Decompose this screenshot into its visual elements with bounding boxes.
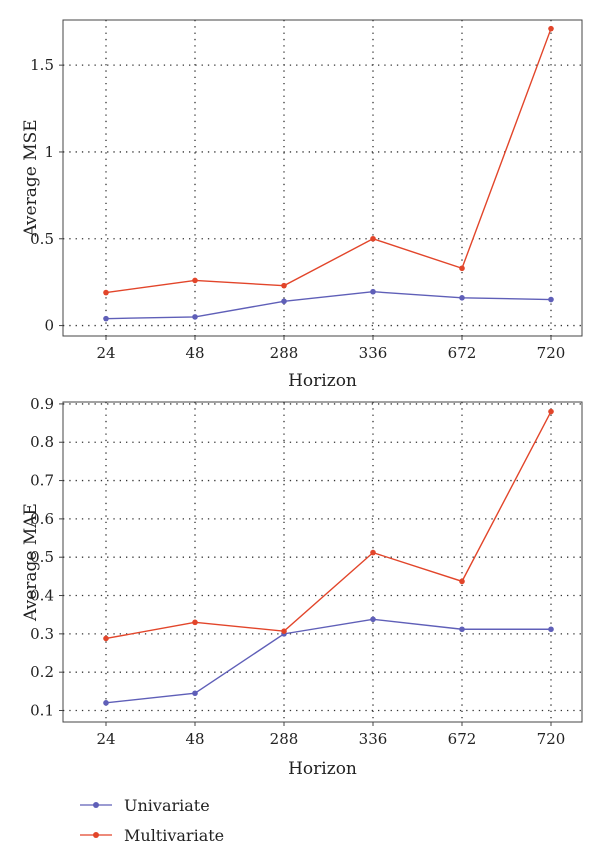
mae-point-multivariate <box>459 578 465 585</box>
mae-x-tick-label: 672 <box>448 730 477 748</box>
mae-chart: 0.1 0.2 0.3 0.4 0.5 0.6 0.7 0.8 0.9 24 48 288 336 672… <box>21 395 583 779</box>
mse-y-axis-title: Average MSE <box>21 119 41 237</box>
mae-point-univariate <box>548 626 554 633</box>
mse-point-univariate <box>370 288 376 295</box>
mse-x-tick-label: 672 <box>448 344 477 362</box>
mse-point-multivariate <box>459 265 465 272</box>
mae-y-tick-label: 0.7 <box>30 472 54 490</box>
mse-plot-frame <box>62 19 583 337</box>
mae-y-tick-label: 0.3 <box>30 625 54 643</box>
mae-y-tick-label: 0.2 <box>30 663 54 681</box>
mse-point-univariate <box>103 315 109 322</box>
mae-y-tick-label: 0.9 <box>30 395 54 413</box>
legend-marker-multivariate <box>93 832 99 838</box>
legend-item-multivariate: Multivariate <box>80 826 224 845</box>
mae-x-tick-label: 336 <box>359 730 388 748</box>
mae-point-multivariate <box>192 619 198 626</box>
mse-series-line-univariate <box>105 291 552 320</box>
mse-point-multivariate <box>103 289 109 296</box>
mae-point-multivariate <box>548 408 554 415</box>
mae-series-line-univariate <box>105 618 551 704</box>
mse-y-tick-label: 1 <box>44 143 54 161</box>
mse-point-multivariate <box>370 235 376 242</box>
mae-x-tick-label: 24 <box>96 730 115 748</box>
mae-y-tick-label: 0.8 <box>30 433 54 451</box>
mae-point-multivariate <box>281 628 287 634</box>
mae-point-univariate <box>459 626 465 633</box>
mse-x-tick-label: 720 <box>537 344 566 362</box>
mae-point-multivariate <box>103 635 109 642</box>
mse-y-tick-label: 0.5 <box>30 230 54 248</box>
legend: Univariate Multivariate <box>80 796 224 845</box>
mae-y-tick-label: 0.4 <box>30 587 54 605</box>
mae-x-tick-label: 288 <box>270 730 299 748</box>
mae-point-univariate <box>370 616 376 623</box>
legend-item-univariate: Univariate <box>80 796 210 815</box>
mse-series-line-multivariate <box>105 28 552 294</box>
mse-y-tick-label: 0 <box>44 317 54 335</box>
mse-point-multivariate <box>281 282 287 289</box>
mae-point-multivariate <box>370 549 376 556</box>
mse-chart: 0 0.5 1 1.5 24 48 288 336 672 720 Horizon Average M… <box>21 19 583 391</box>
mae-series-line-multivariate <box>105 411 552 640</box>
mse-x-tick-label: 24 <box>96 344 115 362</box>
mae-x-tick-label: 720 <box>537 730 566 748</box>
mse-y-tick-label: 1.5 <box>30 56 54 74</box>
mae-x-axis-title: Horizon <box>288 759 357 779</box>
legend-label-univariate: Univariate <box>124 796 210 815</box>
mse-point-univariate <box>459 295 465 301</box>
mae-y-tick-label: 0.1 <box>30 702 54 720</box>
mae-y-tick-label: 0.5 <box>30 548 54 566</box>
mse-point-univariate <box>548 296 554 303</box>
mae-x-tick-label: 48 <box>185 730 204 748</box>
mse-point-univariate <box>281 298 287 305</box>
legend-marker-univariate <box>93 802 99 808</box>
mse-x-tick-label: 288 <box>270 344 299 362</box>
mse-x-axis-title: Horizon <box>288 371 357 391</box>
mse-x-tick-label: 48 <box>185 344 204 362</box>
mae-point-univariate <box>192 690 198 697</box>
legend-label-multivariate: Multivariate <box>124 826 224 845</box>
mae-y-axis-title: Average MAE <box>21 503 41 622</box>
mae-y-tick-label: 0.6 <box>30 510 54 528</box>
mse-point-multivariate <box>192 277 198 284</box>
mse-point-univariate <box>192 314 198 320</box>
mse-x-tick-label: 336 <box>359 344 388 362</box>
mae-point-univariate <box>103 700 109 706</box>
mse-point-multivariate <box>548 25 554 32</box>
mae-plot-frame <box>62 401 583 723</box>
